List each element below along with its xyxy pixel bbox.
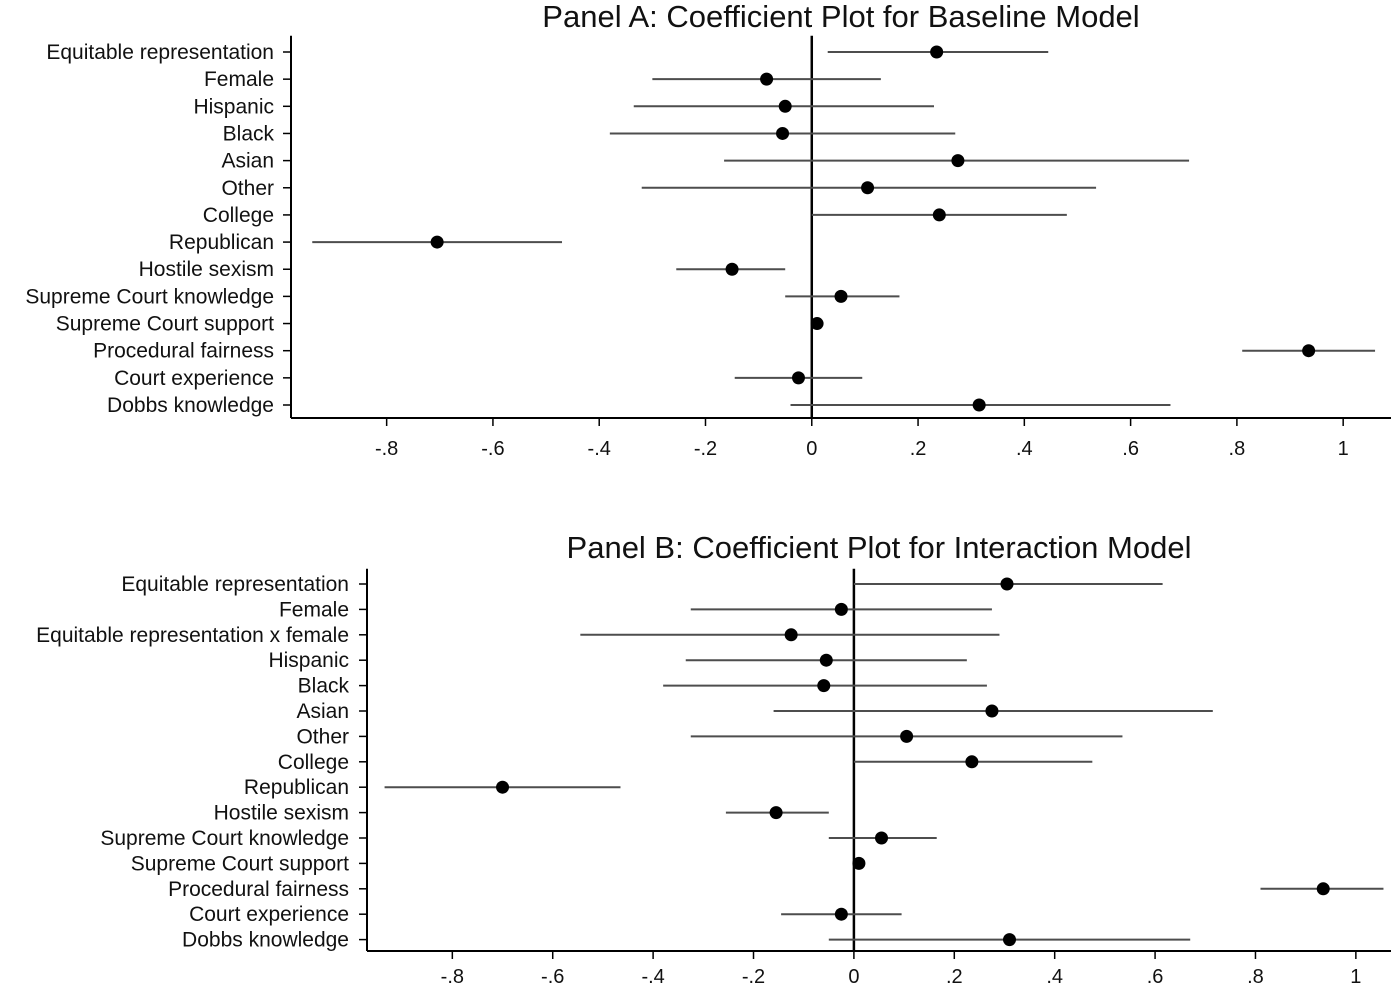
panel-a-x-tick-label: 1 [1338, 438, 1349, 460]
panel-a-point-estimate [778, 99, 792, 113]
panel-a-category-label: Other [221, 177, 274, 200]
panel-b-category-label: Hispanic [268, 649, 349, 672]
panel-a-point-estimate [725, 262, 739, 276]
panel-b-point-estimate [1003, 933, 1017, 947]
panel-b-x-tick-label: -.2 [742, 966, 765, 987]
panel-b-point-estimate [819, 653, 833, 667]
panel-a-point-estimate [1302, 344, 1316, 358]
panel-a-category-label: College [203, 204, 274, 227]
panel-b-point-estimate [985, 704, 999, 718]
panel-b-point-estimate [769, 806, 783, 820]
panel-b-point-estimate [1316, 882, 1330, 896]
panel-b-point-estimate [834, 907, 848, 921]
panel-a-category-label: Equitable representation [46, 41, 274, 64]
panel-b-point-estimate [817, 679, 831, 693]
panel-b-category-label: Supreme Court knowledge [100, 827, 349, 850]
panel-a-point-estimate [791, 371, 805, 385]
panel-b-point-estimate [784, 628, 798, 642]
panel-b-category-label: Republican [244, 776, 349, 799]
panel-b-category-label: Other [296, 725, 349, 748]
panel-b-category-label: Equitable representation [121, 573, 349, 596]
panel-b-point-estimate [1000, 577, 1014, 591]
panel-a-category-label: Black [223, 122, 275, 145]
panel-b-title: Panel B: Coefficient Plot for Interactio… [567, 530, 1192, 565]
panel-b-category-label: Equitable representation x female [36, 624, 349, 647]
panel-b-category-label: Procedural fairness [168, 878, 349, 901]
panel-b-category-label: Female [279, 598, 349, 621]
panel-a-x-tick-label: -.8 [375, 438, 398, 460]
panel-b-x-tick-label: .8 [1247, 966, 1264, 987]
panel-b-point-estimate [875, 831, 889, 845]
panel-a-category-label: Hispanic [193, 95, 274, 118]
panel-a-category-label: Supreme Court knowledge [25, 285, 274, 308]
panel-a-point-estimate [430, 235, 444, 249]
panel-a-point-estimate [972, 398, 986, 412]
panel-a-point-estimate [951, 154, 965, 168]
panel-a-point-estimate [930, 45, 944, 59]
panel-a-category-label: Hostile sexism [139, 258, 274, 281]
panel-a-x-tick-label: -.6 [481, 438, 504, 460]
panel-a-x-tick-label: 0 [806, 438, 817, 460]
panel-a-category-label: Dobbs knowledge [107, 394, 274, 417]
panel-a-point-estimate [810, 317, 824, 331]
panel-a-point-estimate [760, 72, 774, 86]
panel-b-category-label: Black [298, 675, 350, 698]
panel-a-category-label: Female [204, 68, 274, 91]
panel-b-category-label: Hostile sexism [214, 802, 349, 825]
panel-b-point-estimate [496, 780, 510, 794]
panel-b: Panel B: Coefficient Plot for Interactio… [36, 530, 1391, 987]
panel-a-category-label: Republican [169, 231, 274, 254]
panel-b-category-label: Supreme Court support [131, 852, 349, 875]
panel-a-x-tick-label: -.2 [694, 438, 717, 460]
panel-b-category-label: Dobbs knowledge [182, 929, 349, 952]
panel-a-x-tick-label: .8 [1229, 438, 1246, 460]
panel-a-point-estimate [932, 208, 946, 222]
panel-b-point-estimate [900, 729, 914, 743]
panel-b-x-tick-label: .4 [1046, 966, 1063, 987]
panel-b-x-tick-label: -.6 [541, 966, 564, 987]
panel-a-x-tick-label: -.4 [588, 438, 611, 460]
panel-b-x-tick-label: -.4 [641, 966, 664, 987]
panel-b-point-estimate [834, 602, 848, 616]
panel-b-x-tick-label: .2 [946, 966, 963, 987]
panel-b-x-tick-label: -.8 [441, 966, 464, 987]
panel-a-point-estimate [861, 181, 875, 195]
panel-b-x-tick-label: 1 [1350, 966, 1361, 987]
panel-a-category-label: Procedural fairness [93, 340, 274, 363]
panel-a-category-label: Supreme Court support [56, 313, 274, 336]
panel-a-category-label: Court experience [114, 367, 274, 390]
panel-a-x-tick-label: .2 [910, 438, 927, 460]
panel-b-point-estimate [852, 856, 866, 870]
panel-b-x-tick-label: .6 [1147, 966, 1164, 987]
panel-a-category-label: Asian [221, 150, 274, 173]
panel-b-category-label: College [278, 751, 349, 774]
panel-a-point-estimate [776, 126, 790, 140]
panel-b-x-tick-label: 0 [848, 966, 859, 987]
panel-a-point-estimate [834, 289, 848, 303]
panel-b-category-label: Asian [296, 700, 349, 723]
panel-a-title: Panel A: Coefficient Plot for Baseline M… [542, 0, 1139, 34]
panel-a-x-tick-label: .6 [1122, 438, 1139, 460]
panel-b-category-label: Court experience [189, 903, 349, 926]
panel-a-x-tick-label: .4 [1016, 438, 1033, 460]
panel-a: Panel A: Coefficient Plot for Baseline M… [25, 0, 1391, 460]
panel-b-point-estimate [965, 755, 979, 769]
